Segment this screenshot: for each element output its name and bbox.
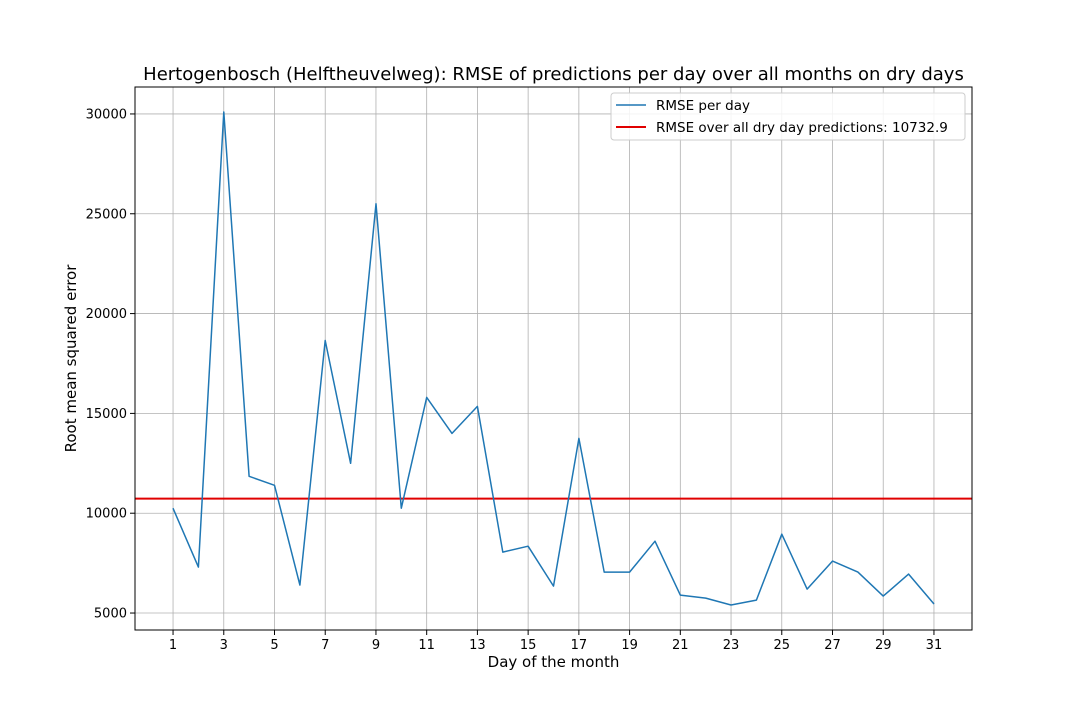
y-tick-label: 25000 — [86, 207, 127, 222]
x-tick-label: 1 — [169, 638, 177, 653]
x-tick-label: 11 — [418, 638, 435, 653]
x-tick-label: 29 — [875, 638, 892, 653]
y-axis-ticks: 5000 10000 15000 20000 25000 30000 — [86, 107, 135, 622]
y-tick-label: 15000 — [86, 407, 127, 422]
y-tick-label: 30000 — [86, 107, 127, 122]
rmse-per-day-line — [172, 111, 935, 606]
y-tick-label: 10000 — [86, 507, 127, 522]
legend-label-rmse-per-day: RMSE per day — [656, 98, 750, 114]
x-tick-label: 15 — [520, 638, 537, 653]
x-tick-label: 27 — [824, 638, 841, 653]
x-tick-label: 3 — [220, 638, 228, 653]
y-axis-label: Root mean squared error — [62, 264, 80, 453]
x-tick-label: 23 — [723, 638, 740, 653]
x-tick-label: 7 — [321, 638, 329, 653]
x-axis-ticks: 1 3 5 7 9 11 13 15 17 19 21 23 25 27 29 31 — [169, 630, 942, 653]
legend-label-overall-rmse: RMSE over all dry day predictions: 10732… — [656, 120, 948, 136]
x-tick-label: 13 — [469, 638, 486, 653]
x-tick-label: 21 — [672, 638, 689, 653]
legend-box — [610, 92, 966, 141]
grid — [135, 87, 972, 630]
x-tick-label: 25 — [773, 638, 790, 653]
x-tick-label: 19 — [621, 638, 638, 653]
x-tick-label: 17 — [571, 638, 588, 653]
y-tick-label: 5000 — [94, 607, 127, 622]
y-tick-label: 20000 — [86, 307, 127, 322]
series-group — [172, 111, 935, 606]
chart-title: Hertogenbosch (Helftheuvelweg): RMSE of … — [143, 64, 964, 85]
plot-frame — [134, 86, 973, 631]
legend: RMSE per day RMSE over all dry day predi… — [610, 92, 966, 141]
x-tick-label: 5 — [270, 638, 278, 653]
x-tick-label: 31 — [926, 638, 943, 653]
x-axis-label: Day of the month — [488, 653, 620, 671]
x-tick-label: 9 — [372, 638, 380, 653]
